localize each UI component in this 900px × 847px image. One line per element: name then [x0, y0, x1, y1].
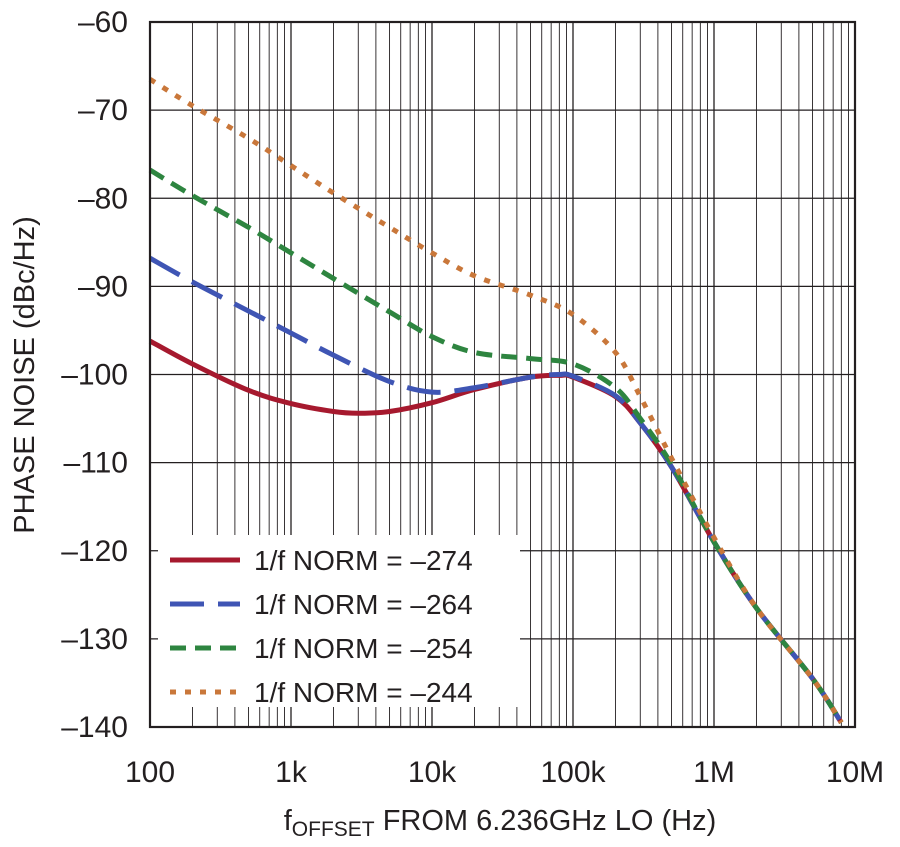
- x-axis-title-prefix: f: [284, 805, 293, 837]
- x-axis-title: fOFFSET FROM 6.236GHz LO (Hz): [284, 805, 717, 841]
- y-tick-label: –110: [63, 447, 128, 480]
- y-tick-label: –130: [61, 623, 128, 656]
- plot-frame: [148, 20, 857, 729]
- x-tick-labels: 100 1k 10k 100k 1M 10M: [125, 756, 884, 789]
- x-tick-label: 1k: [275, 756, 308, 789]
- x-axis-title-rest: FROM 6.236GHz LO (Hz): [375, 805, 717, 837]
- y-tick-label: –140: [61, 711, 128, 744]
- legend-label-2: 1/f NORM = –264: [254, 589, 473, 620]
- series-line-3: [148, 167, 844, 724]
- y-tick-labels: –60 –70 –80 –90 –100 –110 –120 –130 –140: [61, 6, 128, 744]
- y-tick-label: –100: [61, 359, 128, 392]
- y-tick-label: –90: [78, 270, 128, 303]
- y-tick-label: –70: [78, 94, 128, 127]
- y-tick-label: –80: [78, 182, 128, 215]
- legend-label-4: 1/f NORM = –244: [254, 677, 473, 708]
- legend: 1/f NORM = –274 1/f NORM = –264 1/f NORM =…: [158, 535, 520, 708]
- x-axis-title-subscript: OFFSET: [292, 818, 375, 841]
- y-axis-title: PHASE NOISE (dBc/Hz): [9, 216, 41, 533]
- x-tick-label: 100k: [540, 756, 606, 789]
- x-tick-label: 100: [125, 756, 175, 789]
- legend-label-3: 1/f NORM = –254: [254, 633, 473, 664]
- y-tick-label: –60: [78, 6, 128, 39]
- x-tick-label: 1M: [693, 756, 735, 789]
- series-line-4: [148, 77, 844, 724]
- series-lines: [148, 77, 844, 724]
- y-tick-label: –120: [61, 535, 128, 568]
- x-tick-label: 10M: [826, 756, 884, 789]
- x-tick-label: 10k: [408, 756, 457, 789]
- legend-background: [158, 535, 520, 707]
- legend-label-1: 1/f NORM = –274: [254, 545, 473, 576]
